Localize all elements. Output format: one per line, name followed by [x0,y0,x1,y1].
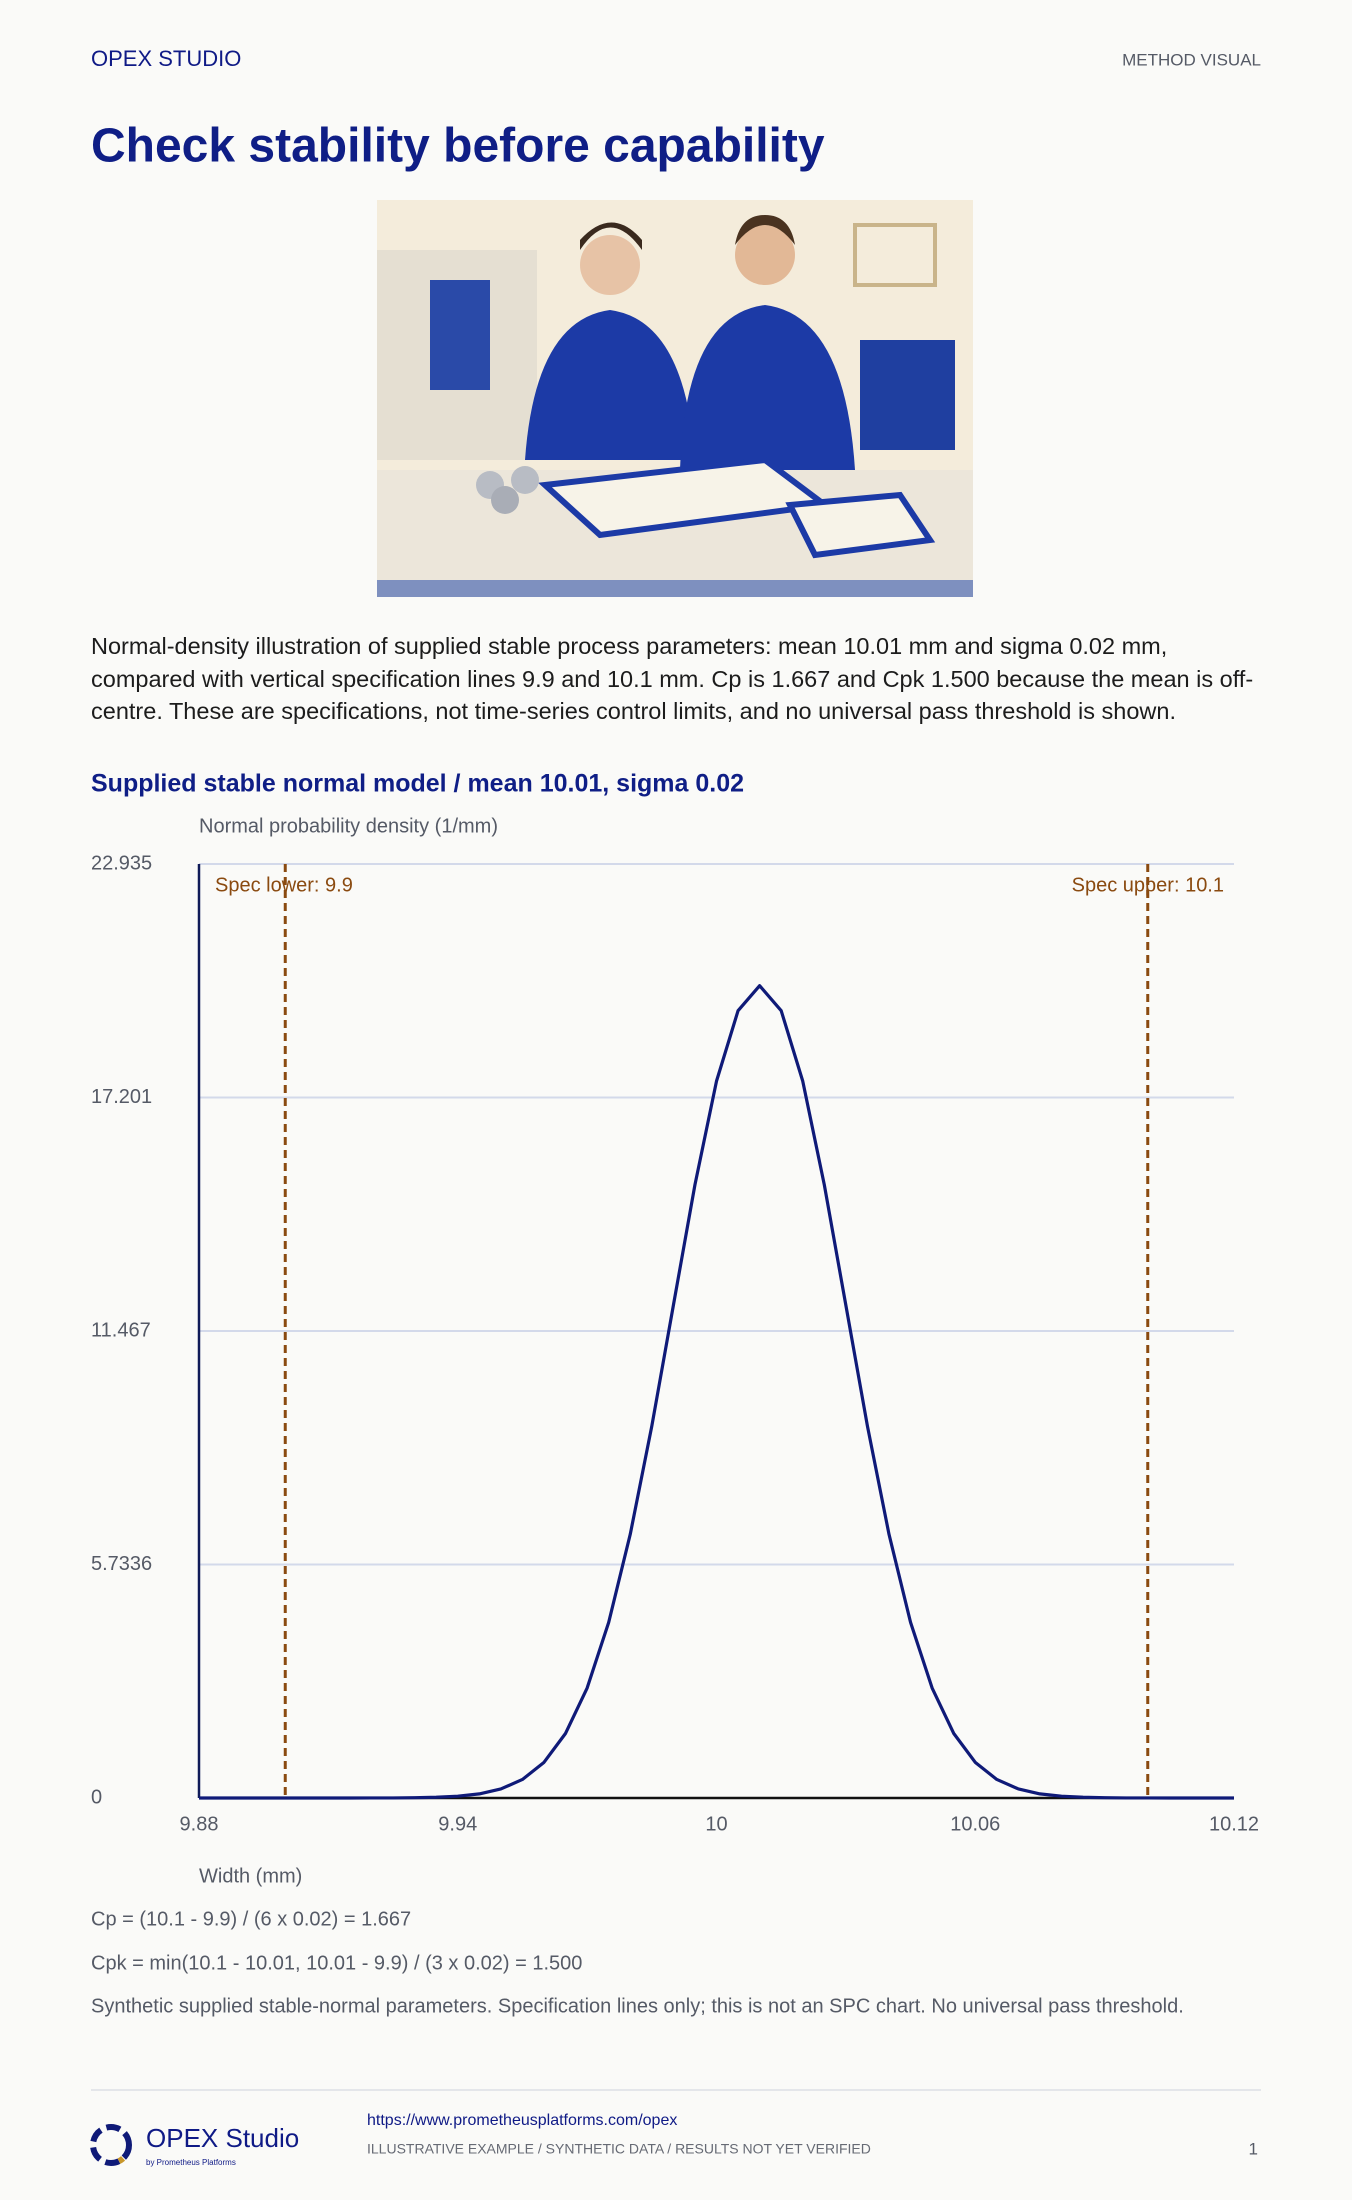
spec-label: Spec lower: 9.9 [215,874,353,896]
x-tick-label: 10.12 [1209,1813,1259,1835]
logo-mark [90,2124,132,2166]
x-tick-label: 9.94 [438,1813,477,1835]
chart-title: Supplied stable normal model / mean 10.0… [91,770,744,798]
footer-logo: OPEX Studio [146,2123,299,2153]
y-tick-label: 0 [91,1786,102,1808]
formula: Cpk = min(10.1 - 10.01, 10.01 - 9.9) / (… [91,1952,582,1974]
y-tick-label: 5.7336 [91,1553,152,1575]
illustration [377,200,973,597]
x-tick-label: 10 [705,1813,727,1835]
footer-logo-sub: by Prometheus Platforms [146,2158,236,2167]
section-label: METHOD VISUAL [1122,50,1261,69]
y-tick-label: 17.201 [91,1086,152,1108]
x-axis-label: Width (mm) [199,1865,302,1887]
intro-text: Normal-density illustration of supplied … [91,633,1254,724]
footer-url[interactable]: https://www.prometheusplatforms.com/opex [367,2112,677,2129]
footer-disclaimer: ILLUSTRATIVE EXAMPLE / SYNTHETIC DATA / … [367,2141,871,2157]
x-tick-label: 10.06 [950,1813,1000,1835]
y-tick-label: 22.935 [91,852,152,874]
y-axis-label: Normal probability density (1/mm) [199,815,498,837]
footnote: Synthetic supplied stable-normal paramet… [91,1995,1184,2017]
y-tick-label: 11.467 [91,1319,151,1341]
brand: OPEX STUDIO [91,46,241,71]
density-curve [199,984,1234,1800]
formula: Cp = (10.1 - 9.9) / (6 x 0.02) = 1.667 [91,1908,411,1930]
spec-label: Spec upper: 10.1 [1072,874,1224,896]
page-number: 1 [1249,2139,1258,2158]
x-tick-label: 9.88 [180,1813,219,1835]
page-title: Check stability before capability [91,120,825,173]
chart: Supplied stable normal model / mean 10.0… [91,770,1259,1888]
